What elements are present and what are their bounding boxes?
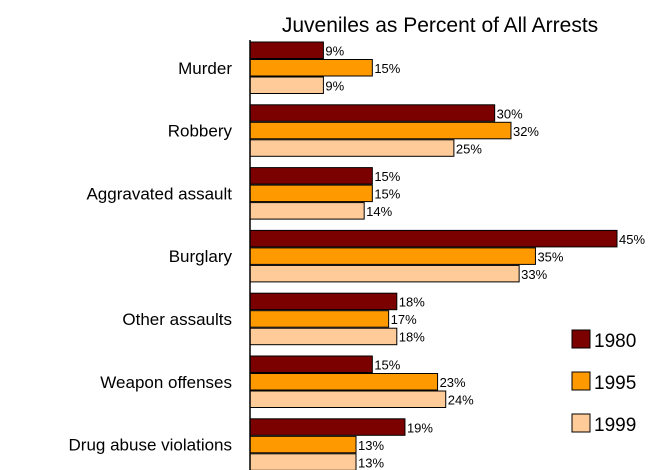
data-label-murder-1995: 15% xyxy=(374,61,400,76)
data-label-burglary-1999: 33% xyxy=(521,267,547,282)
bar-murder-1999 xyxy=(249,76,324,94)
data-label-drug-abuse-violations-1999: 13% xyxy=(358,455,384,470)
data-label-robbery-1995: 32% xyxy=(513,124,539,139)
data-label-drug-abuse-violations-1995: 13% xyxy=(358,438,384,453)
data-label-other-assaults-1995: 17% xyxy=(391,312,417,327)
data-label-robbery-1980: 30% xyxy=(497,106,523,121)
bar-drug-abuse-violations-1999 xyxy=(249,453,357,470)
bar-drug-abuse-violations-1980 xyxy=(249,418,406,436)
bar-other-assaults-1980 xyxy=(249,292,398,311)
category-label-drug-abuse-violations: Drug abuse violations xyxy=(69,436,232,455)
bar-other-assaults-1999 xyxy=(249,327,398,346)
data-label-other-assaults-1980: 18% xyxy=(399,295,425,310)
bar-robbery-1999 xyxy=(249,139,455,157)
bar-robbery-1980 xyxy=(249,104,496,122)
data-label-weapon-offenses-1995: 23% xyxy=(440,375,466,390)
data-label-aggravated-assault-1999: 14% xyxy=(366,204,392,219)
bar-murder-1995 xyxy=(249,59,373,77)
legend: 1980 1995 1999 xyxy=(571,329,636,436)
bar-aggravated-assault-1980 xyxy=(249,167,373,185)
category-label-burglary: Burglary xyxy=(169,247,233,266)
data-label-aggravated-assault-1980: 15% xyxy=(374,169,400,184)
legend-swatch-1995 xyxy=(571,371,591,391)
bar-murder-1980 xyxy=(249,41,324,59)
category-label-aggravated-assault: Aggravated assault xyxy=(86,184,232,203)
legend-swatch-1999 xyxy=(571,413,591,433)
data-label-aggravated-assault-1995: 15% xyxy=(374,187,400,202)
bar-burglary-1999 xyxy=(249,264,520,283)
bar-weapon-offenses-1980 xyxy=(249,355,373,373)
bar-robbery-1995 xyxy=(249,121,512,140)
category-label-robbery: Robbery xyxy=(168,122,233,141)
data-label-murder-1980: 9% xyxy=(325,44,344,59)
bar-drug-abuse-violations-1995 xyxy=(249,435,357,454)
data-label-robbery-1999: 25% xyxy=(456,141,482,156)
data-label-burglary-1995: 35% xyxy=(537,249,563,264)
bar-weapon-offenses-1999 xyxy=(249,390,447,408)
category-label-other-assaults: Other assaults xyxy=(122,310,232,329)
bars-layer: Murder 9% 15% 9% Robbery 30% 32% 25% Aggravated … xyxy=(69,41,645,470)
category-label-murder: Murder xyxy=(178,59,232,78)
legend-label-1995: 1995 xyxy=(594,373,636,394)
data-label-other-assaults-1999: 18% xyxy=(399,330,425,345)
legend-label-1999: 1999 xyxy=(594,415,636,436)
bar-aggravated-assault-1995 xyxy=(249,184,373,203)
data-label-weapon-offenses-1980: 15% xyxy=(374,358,400,373)
bar-other-assaults-1995 xyxy=(249,310,390,328)
data-label-burglary-1980: 45% xyxy=(619,232,645,247)
legend-label-1980: 1980 xyxy=(594,331,636,352)
legend-swatch-1980 xyxy=(571,329,591,349)
bar-burglary-1995 xyxy=(249,247,536,265)
chart-title: Juveniles as Percent of All Arrests xyxy=(282,14,598,37)
bar-weapon-offenses-1995 xyxy=(249,373,439,391)
category-label-weapon-offenses: Weapon offenses xyxy=(100,373,232,392)
data-label-drug-abuse-violations-1980: 19% xyxy=(407,420,433,435)
bar-aggravated-assault-1999 xyxy=(249,202,365,220)
bar-burglary-1980 xyxy=(249,229,618,248)
data-label-murder-1999: 9% xyxy=(325,79,344,94)
data-label-weapon-offenses-1999: 24% xyxy=(448,393,474,408)
